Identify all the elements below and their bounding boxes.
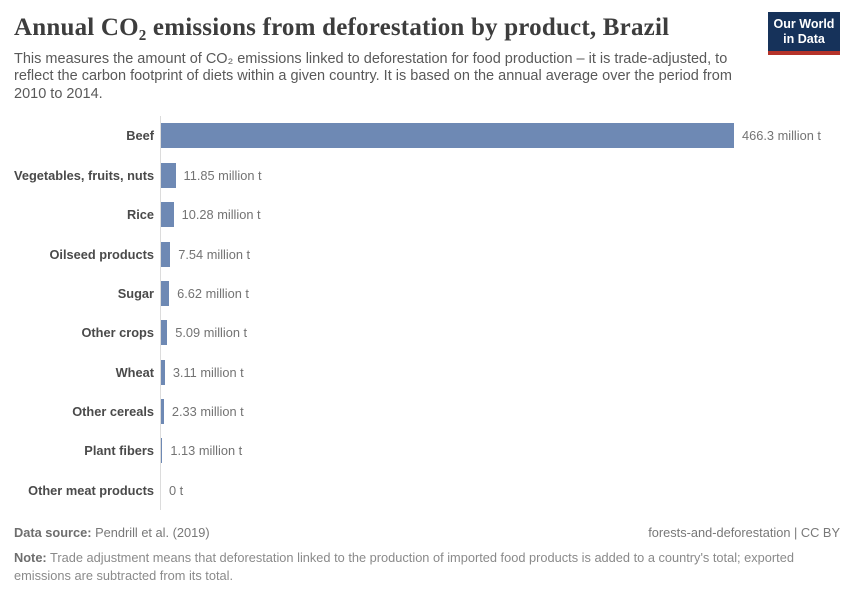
bar[interactable] bbox=[161, 320, 168, 346]
bar-row: Oilseed products 7.54 million t bbox=[14, 234, 840, 274]
data-source-label: Data source: bbox=[14, 525, 92, 541]
value-label: 7.54 million t bbox=[178, 246, 251, 262]
logo-line-2: in Data bbox=[783, 32, 825, 46]
bar-row: Rice 10.28 million t bbox=[14, 194, 840, 235]
category-label: Other cereals bbox=[72, 404, 154, 420]
data-source-value: Pendrill et al. (2019) bbox=[91, 525, 210, 541]
bar-row: Other cereals 2.33 million t bbox=[14, 391, 840, 432]
chart-subtitle: This measures the amount of CO₂ emission… bbox=[14, 51, 732, 102]
value-label: 466.3 million t bbox=[742, 128, 821, 144]
chart-header: Annual CO₂ emissions from deforestation … bbox=[14, 12, 840, 103]
value-label: 3.11 million t bbox=[172, 364, 244, 380]
value-label: 11.85 million t bbox=[183, 167, 262, 183]
bar-area: 7.54 million t bbox=[160, 234, 840, 274]
bar-row: Sugar 6.62 million t bbox=[14, 273, 840, 314]
bar-row: Plant fibers 1.13 million t bbox=[14, 431, 840, 471]
bar[interactable] bbox=[161, 123, 734, 149]
bar-area: 10.28 million t bbox=[160, 194, 840, 235]
bar-row: Other meat products 0 t bbox=[14, 470, 840, 511]
note-text: Trade adjustment means that deforestatio… bbox=[14, 550, 794, 583]
bar-chart: Beef 466.3 million t Vegetables, fruits, n… bbox=[14, 116, 840, 511]
category-label: Sugar bbox=[117, 285, 154, 301]
category-label: Other crops bbox=[81, 325, 154, 341]
bar-row: Wheat 3.11 million t bbox=[14, 352, 840, 392]
bar-rows-container: Beef 466.3 million t Vegetables, fruits, n… bbox=[14, 116, 840, 511]
bar[interactable] bbox=[161, 359, 165, 385]
bar-area: 6.62 million t bbox=[160, 273, 840, 314]
value-label: 6.62 million t bbox=[177, 285, 249, 301]
bar-area: 3.11 million t bbox=[160, 352, 840, 392]
data-source[interactable]: Data source: Pendrill et al. (2019) bbox=[14, 525, 210, 540]
bar[interactable] bbox=[161, 162, 176, 188]
license-text[interactable]: forests-and-deforestation | CC BY bbox=[648, 525, 840, 541]
bar[interactable] bbox=[161, 280, 170, 306]
category-label: Other meat products bbox=[28, 482, 154, 498]
category-label: Beef bbox=[126, 128, 154, 144]
value-label: 0 t bbox=[169, 482, 184, 498]
bar[interactable] bbox=[161, 202, 174, 228]
note-label: Note: bbox=[14, 550, 47, 566]
bar-row: Other crops 5.09 million t bbox=[14, 313, 840, 353]
bar[interactable] bbox=[161, 241, 171, 267]
value-label: 10.28 million t bbox=[181, 207, 261, 223]
owid-logo[interactable]: Our World in Data bbox=[768, 12, 840, 55]
bar[interactable] bbox=[161, 399, 164, 425]
bar-area: 0 t bbox=[160, 470, 840, 511]
source-row: Data source: Pendrill et al. (2019) fore… bbox=[14, 525, 840, 540]
chart-note: Note: Trade adjustment means that defore… bbox=[14, 549, 836, 585]
bar[interactable] bbox=[161, 438, 163, 464]
bar-area: 5.09 million t bbox=[160, 313, 840, 353]
category-label: Rice bbox=[126, 207, 154, 223]
bar-row: Vegetables, fruits, nuts 11.85 million t bbox=[14, 155, 840, 195]
value-label: 1.13 million t bbox=[170, 443, 243, 459]
bar-area: 1.13 million t bbox=[160, 431, 840, 471]
bar-row: Beef 466.3 million t bbox=[14, 116, 840, 156]
category-label: Oilseed products bbox=[49, 246, 154, 262]
value-label: 5.09 million t bbox=[175, 325, 248, 341]
chart-title: Annual CO₂ emissions from deforestation … bbox=[14, 14, 670, 41]
category-label: Plant fibers bbox=[84, 443, 154, 459]
bar-area: 466.3 million t bbox=[160, 116, 840, 156]
bar-area: 11.85 million t bbox=[160, 155, 840, 195]
value-label: 2.33 million t bbox=[171, 404, 244, 420]
chart-footer: Data source: Pendrill et al. (2019) fore… bbox=[14, 525, 840, 585]
category-label: Wheat bbox=[115, 364, 154, 380]
bar-area: 2.33 million t bbox=[160, 391, 840, 432]
category-label: Vegetables, fruits, nuts bbox=[14, 167, 155, 183]
logo-line-1: Our World bbox=[773, 17, 835, 31]
